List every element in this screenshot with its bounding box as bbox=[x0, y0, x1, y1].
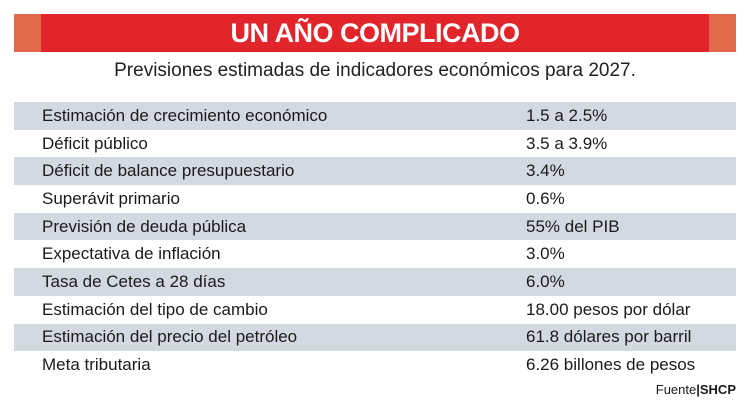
indicator-value: 3.0% bbox=[526, 244, 565, 264]
indicator-label: Tasa de Cetes a 28 días bbox=[42, 271, 226, 291]
indicator-label: Superávit primario bbox=[42, 188, 180, 208]
indicator-label: Déficit de balance presupuestario bbox=[42, 161, 295, 181]
indicator-value: 1.5 a 2.5% bbox=[526, 105, 608, 125]
indicator-value: 0.6% bbox=[526, 188, 565, 208]
source-separator: | bbox=[696, 382, 700, 397]
indicator-value: 3.4% bbox=[526, 161, 565, 181]
table-row: Déficit público 3.5 a 3.9% bbox=[14, 129, 736, 158]
table-row: Meta tributaria 6.26 billones de pesos bbox=[14, 351, 736, 379]
subtitle: Previsiones estimadas de indicadores eco… bbox=[114, 60, 636, 81]
title-banner: UN AÑO COMPLICADO bbox=[14, 14, 736, 52]
table-row: Expectativa de inflación 3.0% bbox=[14, 240, 736, 269]
table-row: Estimación del precio del petróleo 61.8 … bbox=[14, 323, 736, 352]
banner-left-accent bbox=[14, 14, 41, 52]
indicator-value: 61.8 dólares por barril bbox=[526, 327, 692, 347]
source-credit: Fuente|SHCP bbox=[656, 382, 736, 397]
indicator-label: Estimación de crecimiento económico bbox=[42, 105, 328, 125]
banner-right-accent bbox=[709, 14, 736, 52]
source-label: Fuente bbox=[655, 382, 697, 397]
source-org: SHCP bbox=[699, 382, 736, 397]
indicator-label: Estimación del tipo de cambio bbox=[42, 299, 268, 319]
indicator-label: Previsión de deuda pública bbox=[42, 216, 247, 236]
table-row: Tasa de Cetes a 28 días 6.0% bbox=[14, 268, 736, 296]
table-row: Previsión de deuda pública 55% del PIB bbox=[14, 212, 736, 241]
indicators-table: Estimación de crecimiento económico 1.5 … bbox=[14, 102, 736, 379]
indicator-value: 18.00 pesos por dólar bbox=[526, 299, 691, 319]
table-row: Estimación de crecimiento económico 1.5 … bbox=[14, 102, 736, 130]
indicator-value: 6.26 billones de pesos bbox=[526, 355, 696, 375]
indicator-label: Déficit público bbox=[42, 133, 148, 153]
page-title: UN AÑO COMPLICADO bbox=[230, 18, 521, 48]
indicator-value: 6.0% bbox=[526, 271, 565, 291]
table-row: Déficit de balance presupuestario 3.4% bbox=[14, 157, 736, 186]
indicator-value: 55% del PIB bbox=[526, 216, 620, 236]
indicator-label: Estimación del precio del petróleo bbox=[42, 327, 298, 347]
indicator-label: Meta tributaria bbox=[42, 355, 151, 375]
table-row: Superávit primario 0.6% bbox=[14, 185, 736, 213]
indicator-label: Expectativa de inflación bbox=[42, 244, 221, 264]
table-row: Estimación del tipo de cambio 18.00 peso… bbox=[14, 295, 736, 324]
indicator-value: 3.5 a 3.9% bbox=[526, 133, 608, 153]
